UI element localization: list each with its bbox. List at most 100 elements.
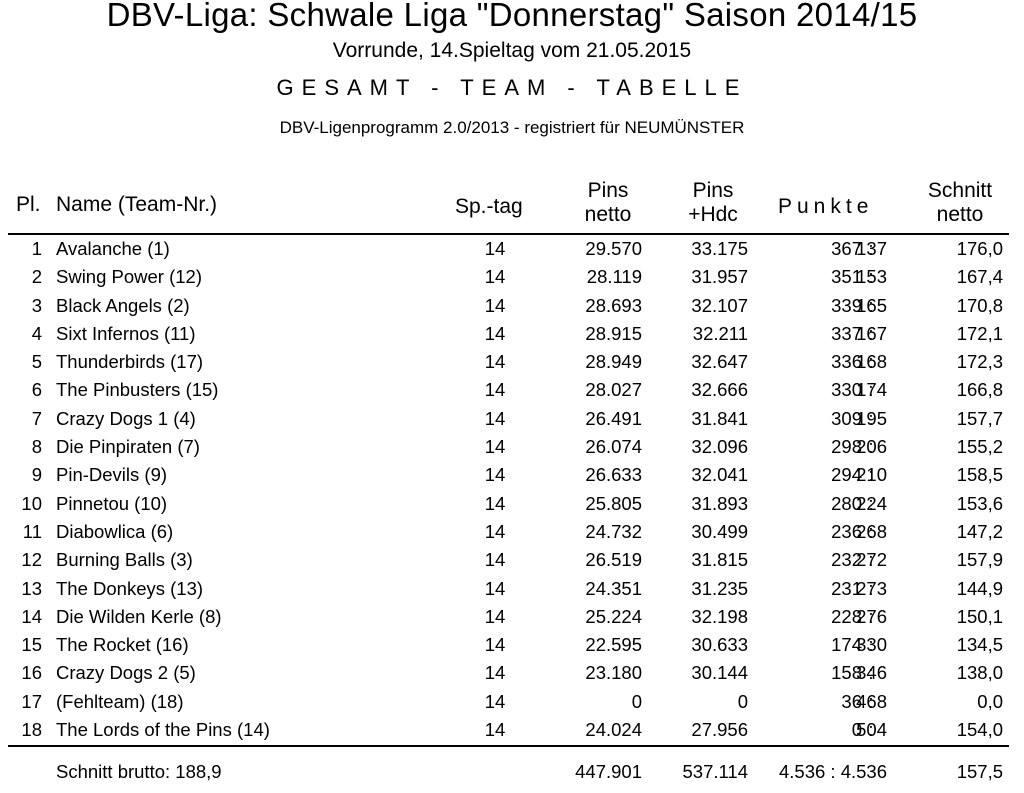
cell-schnitt-netto: 153,6 [956, 492, 1003, 514]
footer-rule [8, 745, 1009, 747]
cell-punkte-lost: 210 [856, 464, 887, 486]
team-table-body: 1 Avalanche (1) 14 29.570 33.175 367:137 176,0… [0, 236, 1024, 745]
cell-punkte-separator: : [868, 492, 874, 514]
footer-schnitt-netto: 157,5 [956, 761, 1003, 782]
cell-schnitt-netto: 157,7 [956, 407, 1003, 429]
cell-schnitt-netto: 176,0 [956, 238, 1003, 259]
cell-punkte-separator: : [868, 238, 874, 259]
cell-punkte-won: 232 [831, 549, 862, 571]
cell-schnitt-netto: 157,9 [956, 549, 1003, 571]
table-row: 17 (Fehlteam) (18) 14 0 0 36:468 0,0 [0, 689, 1024, 717]
page-subtitle: Vorrunde, 14.Spieltag vom 21.05.2015 [332, 39, 692, 62]
cell-punkte-won: 330 [831, 379, 862, 401]
cell-schnitt-netto: 144,9 [956, 577, 1003, 599]
cell-punkte-separator: : [868, 690, 874, 712]
cell-punkte-lost: 273 [856, 577, 887, 599]
cell-pins-hdc: 31.815 [691, 549, 748, 571]
cell-pl: 9 [31, 464, 42, 486]
cell-punkte-lost: 165 [856, 294, 887, 316]
cell-spieltag: 14 [484, 605, 506, 627]
cell-name: The Pinbusters (15) [56, 379, 219, 401]
footer-punkte: 4.536 : 4.536 [778, 761, 887, 782]
cell-schnitt-netto: 0,0 [977, 690, 1003, 712]
cell-spieltag: 14 [484, 294, 506, 316]
cell-pins-hdc: 32.107 [691, 294, 748, 316]
cell-punkte-won: 36 [841, 690, 862, 712]
cell-punkte-won: 351 [831, 266, 862, 288]
table-row: 7 Crazy Dogs 1 (4) 14 26.491 31.841 309:195 15… [0, 406, 1024, 434]
cell-punkte-separator: : [868, 549, 874, 571]
header-schnitt-line1: Schnitt [927, 179, 993, 202]
cell-pins-hdc: 32.647 [691, 351, 748, 373]
cell-pl: 1 [31, 238, 42, 259]
cell-name: Sixt Infernos (11) [56, 322, 196, 344]
cell-punkte-separator: : [868, 407, 874, 429]
cell-punkte-separator: : [868, 351, 874, 373]
cell-schnitt-netto: 134,5 [956, 634, 1003, 656]
table-row: 18 The Lords of the Pins (14) 14 24.024 27.9… [0, 717, 1024, 745]
table-row: 11 Diabowlica (6) 14 24.732 30.499 236:268 147… [0, 519, 1024, 547]
cell-name: Avalanche (1) [56, 238, 170, 259]
cell-name: The Lords of the Pins (14) [56, 719, 270, 741]
cell-punkte-won: 231 [831, 577, 862, 599]
cell-punkte-separator: : [868, 662, 874, 684]
cell-schnitt-netto: 147,2 [956, 520, 1003, 542]
cell-punkte-lost: 206 [856, 436, 887, 458]
cell-spieltag: 14 [484, 379, 506, 401]
header-pins-hdc-line1: Pins [692, 179, 734, 202]
cell-pl: 7 [31, 407, 42, 429]
cell-punkte-separator: : [868, 520, 874, 542]
cell-punkte-lost: 195 [856, 407, 887, 429]
cell-pl: 16 [21, 662, 42, 684]
table-footer: Schnitt brutto: 188,9 447.901 537.114 4.… [0, 761, 1024, 787]
cell-pl: 4 [31, 322, 42, 344]
table-row: 6 The Pinbusters (15) 14 28.027 32.666 330:17… [0, 377, 1024, 405]
table-row: 15 The Rocket (16) 14 22.595 30.633 174:330 13… [0, 632, 1024, 660]
cell-pins-hdc: 30.499 [691, 520, 748, 542]
cell-pins-hdc: 32.198 [691, 605, 748, 627]
cell-name: Thunderbirds (17) [56, 351, 204, 373]
cell-spieltag: 14 [484, 719, 506, 741]
cell-punkte-won: 309 [831, 407, 862, 429]
cell-punkte-won: 294 [831, 464, 862, 486]
cell-pins-hdc: 31.235 [691, 577, 748, 599]
table-row: 4 Sixt Infernos (11) 14 28.915 32.211 337:167… [0, 321, 1024, 349]
cell-punkte-lost: 330 [856, 634, 887, 656]
cell-spieltag: 14 [484, 464, 506, 486]
cell-punkte-separator: : [868, 577, 874, 599]
cell-pl: 6 [31, 379, 42, 401]
header-pl: Pl. [16, 193, 41, 216]
cell-name: Diabowlica (6) [56, 520, 174, 542]
cell-name: The Rocket (16) [56, 634, 189, 656]
cell-pl: 10 [21, 492, 42, 514]
header-pins-netto-line1: Pins [587, 179, 629, 202]
cell-schnitt-netto: 166,8 [956, 379, 1003, 401]
cell-name: Pin-Devils (9) [56, 464, 168, 486]
cell-spieltag: 14 [484, 549, 506, 571]
header-pins-hdc: Pins +Hdc [673, 179, 753, 227]
cell-pl: 2 [31, 266, 42, 288]
cell-spieltag: 14 [484, 322, 506, 344]
cell-pins-netto: 0 [631, 690, 642, 712]
cell-punkte-lost: 504 [856, 719, 887, 741]
cell-pins-hdc: 27.956 [691, 719, 748, 741]
cell-punkte-lost: 268 [856, 520, 887, 542]
cell-pins-netto: 28.949 [585, 351, 642, 373]
cell-pl: 13 [21, 577, 42, 599]
cell-name: Pinnetou (10) [56, 492, 168, 514]
cell-pins-netto: 25.224 [585, 605, 642, 627]
footer-pins-hdc: 537.114 [682, 761, 749, 782]
cell-punkte-won: 280 [831, 492, 862, 514]
cell-pl: 12 [21, 549, 42, 571]
header-pins-hdc-line2: +Hdc [688, 203, 738, 226]
cell-name: Die Wilden Kerle (8) [56, 605, 222, 627]
cell-punkte-lost: 468 [856, 690, 887, 712]
cell-pins-netto: 24.351 [585, 577, 642, 599]
header-pins-netto: Pins netto [568, 179, 648, 227]
cell-schnitt-netto: 138,0 [956, 662, 1003, 684]
cell-pins-netto: 28.915 [585, 322, 642, 344]
cell-punkte-won: 0 [851, 719, 862, 741]
footer-pins-netto: 447.901 [575, 761, 642, 782]
table-row: 1 Avalanche (1) 14 29.570 33.175 367:137 176,0 [0, 236, 1024, 264]
cell-punkte-lost: 272 [856, 549, 887, 571]
